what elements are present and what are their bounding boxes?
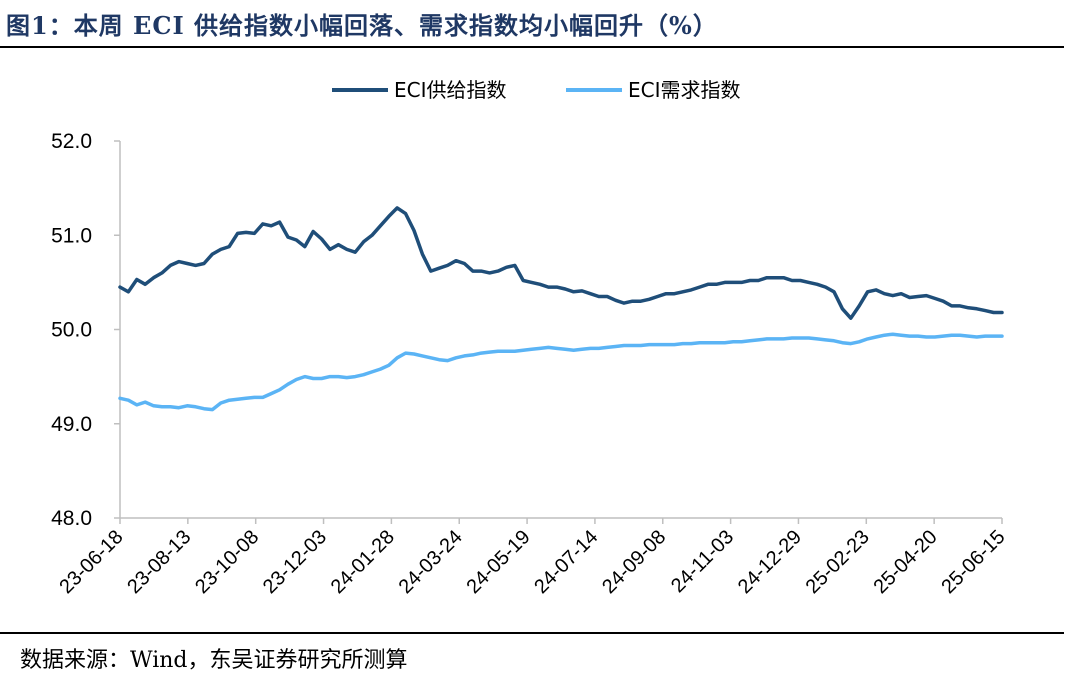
- demand-index-line: [118, 332, 1004, 412]
- x-tick-label: 24-01-28: [327, 526, 399, 598]
- x-tick-label: 23-12-03: [259, 526, 331, 598]
- x-tick-label: 24-11-03: [667, 526, 738, 597]
- x-tick-label: 23-10-08: [191, 526, 263, 598]
- source-note: 数据来源：Wind，东吴证券研究所测算: [20, 648, 408, 673]
- legend-label-demand: ECI需求指数: [628, 78, 741, 102]
- x-tick-label: 23-06-18: [55, 526, 127, 598]
- legend: ECI供给指数 ECI需求指数: [332, 78, 741, 102]
- y-tick-labels: 52.0 51.0 50.0 49.0 48.0: [51, 130, 92, 530]
- x-tick-label: 23-08-13: [123, 526, 195, 598]
- y-tick-label: 48.0: [51, 507, 92, 530]
- axes: [114, 140, 1003, 524]
- y-tick-label: 52.0: [51, 130, 92, 153]
- y-tick-label: 50.0: [51, 319, 92, 342]
- x-tick-label: 24-12-29: [734, 526, 806, 598]
- x-tick-label: 24-03-24: [395, 526, 467, 598]
- supply-index-line: [118, 206, 1004, 320]
- x-tick-label: 25-04-20: [870, 526, 942, 598]
- bottom-rule: [0, 632, 1064, 634]
- y-tick-label: 51.0: [51, 224, 92, 247]
- x-tick-label: 25-02-23: [802, 526, 874, 598]
- x-tick-label: 24-05-19: [462, 526, 534, 598]
- series-lines: [118, 206, 1004, 412]
- x-tick-label: 24-09-08: [598, 526, 670, 598]
- y-tick-label: 49.0: [51, 413, 92, 436]
- chart-title: 图1：本周 ECI 供给指数小幅回落、需求指数均小幅回升（%）: [6, 11, 718, 40]
- x-tick-label: 25-06-15: [937, 526, 1009, 598]
- x-tick-label: 24-07-14: [530, 526, 602, 598]
- top-rule: [0, 46, 1064, 48]
- x-tick-labels: 23-06-1823-08-1323-10-0823-12-0324-01-28…: [55, 526, 1009, 598]
- legend-label-supply: ECI供给指数: [394, 78, 507, 102]
